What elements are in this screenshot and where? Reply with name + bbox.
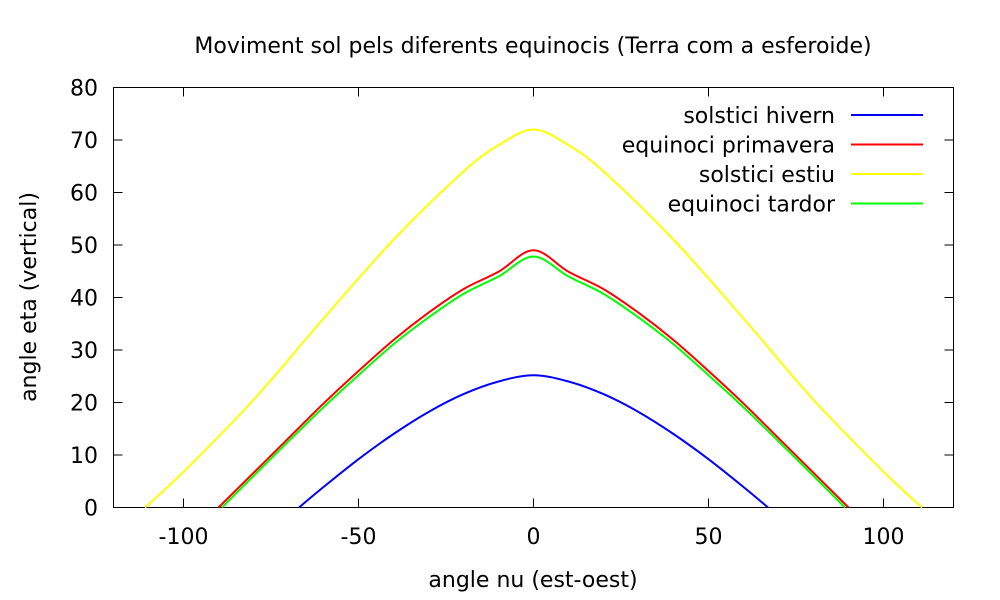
series-line-1 — [298, 374, 769, 509]
series-line-2 — [217, 249, 850, 509]
y-tick-label: 30 — [70, 339, 98, 364]
y-tick-label: 10 — [70, 444, 98, 469]
legend-label-1: solstici hivern — [683, 104, 835, 129]
y-tick-label: 70 — [70, 129, 98, 154]
y-tick-label: 20 — [70, 392, 98, 417]
y-tick-label: 50 — [70, 234, 98, 259]
series-line-4 — [221, 255, 846, 509]
y-tick-label: 0 — [84, 497, 98, 522]
legend-label-2: equinoci primavera — [622, 134, 835, 159]
y-tick-label: 60 — [70, 182, 98, 207]
y-tick-label: 80 — [70, 77, 98, 102]
x-tick-label: 0 — [527, 525, 541, 550]
x-tick-label: -50 — [341, 525, 377, 550]
x-tick-label: 100 — [863, 525, 905, 550]
legend-label-3: solstici estiu — [699, 163, 835, 188]
series-line-3 — [144, 128, 923, 509]
x-axis-label: angle nu (est-oest) — [428, 568, 637, 593]
legend-label-4: equinoci tardor — [668, 193, 836, 218]
ticks: -100 -50 0 50 100 0 10 20 30 40 50 60 70 80 — [70, 77, 954, 550]
y-axis-label: angle eta (vertical) — [17, 192, 42, 402]
x-tick-label: 50 — [695, 525, 723, 550]
chart-title: Moviment sol pels diferents equinocis (T… — [194, 34, 871, 59]
legend: solstici hivern equinoci primavera solstic… — [622, 104, 923, 218]
series-layer — [144, 128, 923, 509]
y-tick-label: 40 — [70, 287, 98, 312]
x-tick-label: -100 — [159, 525, 209, 550]
